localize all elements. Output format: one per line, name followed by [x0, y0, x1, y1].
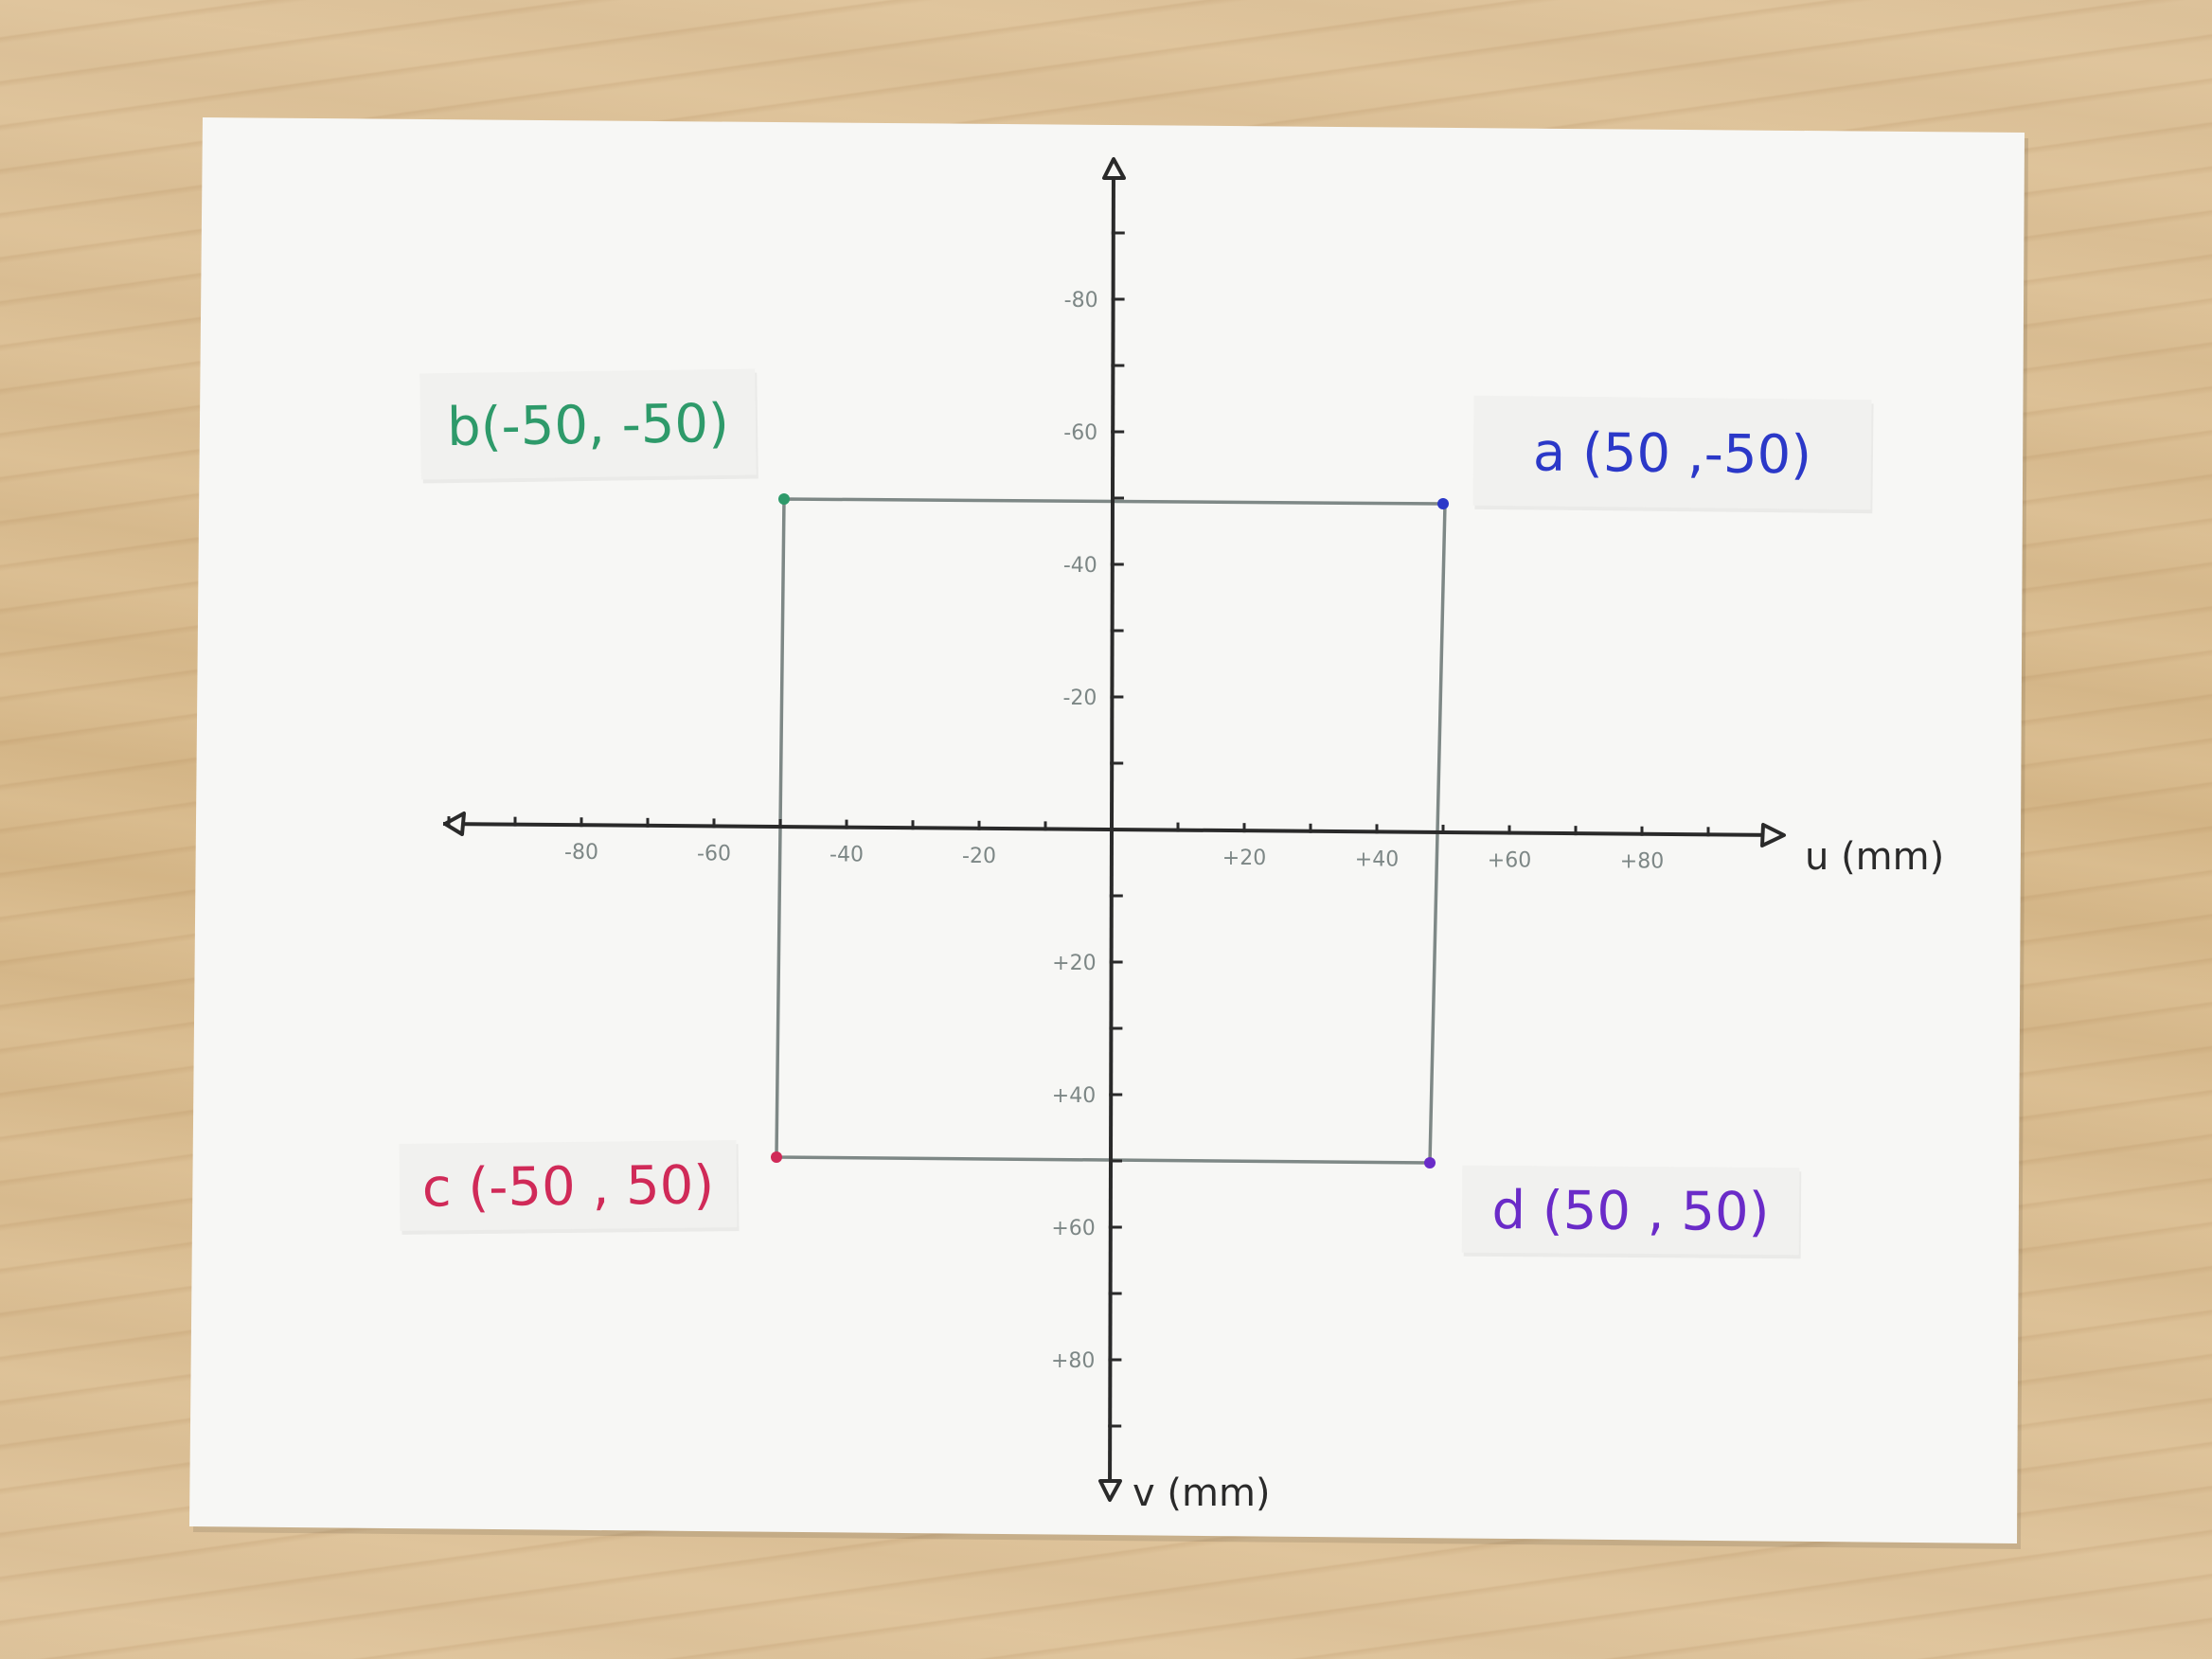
u-axis-label: u (mm) — [1805, 835, 1944, 879]
v-axis: -80 -60 -40 -20 +20 +40 +60 +80 v (mm) — [1051, 157, 1271, 1515]
v-tick-label: +60 — [1051, 1217, 1095, 1240]
point-c-label: c (-50 , 50) — [421, 1154, 714, 1219]
point-c-note: c (-50 , 50) — [399, 1140, 740, 1235]
point-b-note: b(-50, -50) — [419, 368, 758, 484]
u-tick-label: +20 — [1222, 847, 1266, 870]
v-axis-bottom-arrow-icon — [1098, 1479, 1122, 1502]
corner-points: a (50 ,-50) b(-50, -50) c (-50 , 50) d (50 … — [399, 368, 1874, 1259]
point-a-marker — [1437, 498, 1449, 509]
v-tick-label: +20 — [1052, 952, 1096, 975]
u-tick-label: -20 — [962, 845, 996, 868]
v-tick-label: -40 — [1063, 554, 1097, 578]
point-b-label: b(-50, -50) — [447, 393, 730, 458]
point-a-label: a (50 ,-50) — [1533, 421, 1812, 486]
v-tick-label: +80 — [1051, 1349, 1095, 1373]
v-axis-ticks: -80 -60 -40 -20 +20 +40 +60 +80 — [1051, 231, 1125, 1428]
point-b-marker — [778, 493, 790, 505]
point-d-note: d (50 , 50) — [1461, 1165, 1802, 1259]
u-axis-ticks: -80 -60 -40 -20 +20 +40 +60 +80 — [447, 816, 1710, 874]
point-c-marker — [771, 1151, 782, 1163]
u-axis: -80 -60 -40 -20 +20 +40 +60 +80 u (mm) — [442, 812, 1944, 879]
v-tick-label: +40 — [1052, 1084, 1096, 1108]
v-axis-top-arrow-icon — [1102, 157, 1126, 180]
u-tick-label: +60 — [1488, 849, 1531, 873]
u-tick-label: -40 — [830, 844, 864, 867]
v-tick-label: -80 — [1064, 289, 1098, 312]
u-tick-label: +80 — [1620, 850, 1664, 874]
point-d-label: d (50 , 50) — [1491, 1180, 1769, 1243]
u-tick-label: -60 — [697, 842, 731, 865]
v-axis-label: v (mm) — [1133, 1472, 1271, 1515]
v-tick-label: -20 — [1062, 687, 1097, 710]
u-tick-label: +40 — [1355, 847, 1399, 871]
u-axis-left-arrow-icon — [443, 812, 466, 836]
point-d-marker — [1424, 1157, 1436, 1168]
v-tick-label: -60 — [1063, 421, 1097, 445]
point-a-note: a (50 ,-50) — [1472, 395, 1874, 514]
u-axis-right-arrow-icon — [1760, 823, 1786, 847]
u-tick-label: -80 — [564, 841, 598, 865]
